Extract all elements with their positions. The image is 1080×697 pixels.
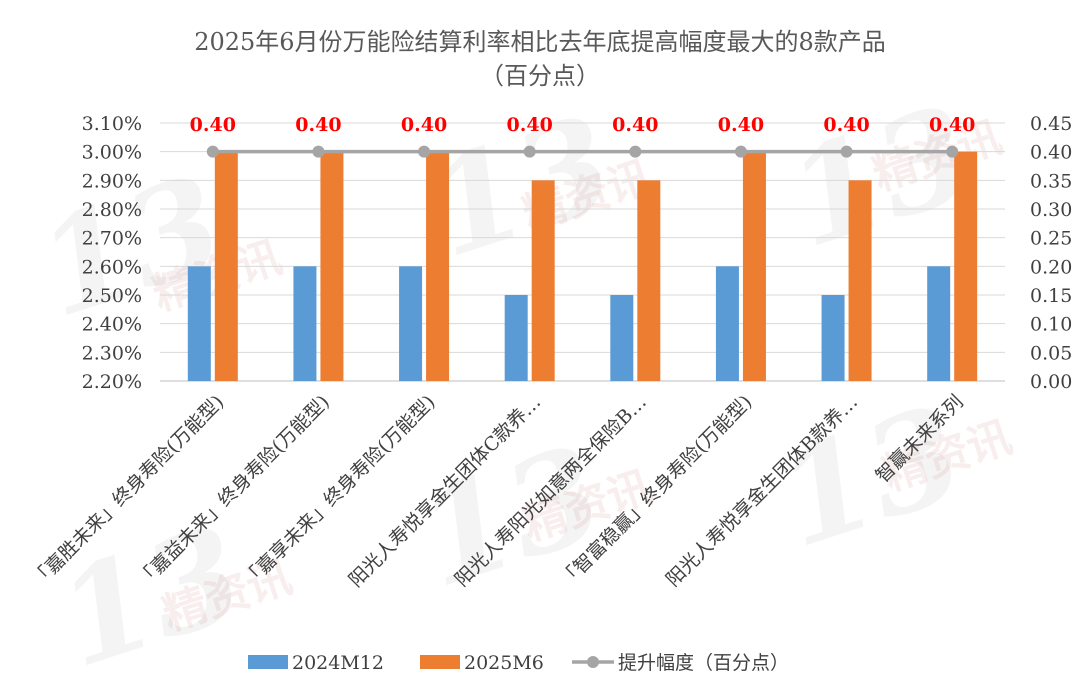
bar-2025m6 <box>848 180 872 381</box>
bar-2025m6 <box>742 151 766 381</box>
category-labels: 「嘉胜未来」终身寿险(万能型)「嘉益未来」终身寿险(万能型)「嘉享未来」终身寿险… <box>28 391 968 592</box>
left-tick-label: 2.30% <box>82 342 142 364</box>
right-tick-label: 0.25 <box>1030 228 1072 250</box>
bar-2024m12 <box>715 266 739 381</box>
increase-line-marker <box>629 145 642 158</box>
increase-line-marker <box>312 145 325 158</box>
right-tick-label: 0.40 <box>1030 142 1072 164</box>
data-labels: 0.40 0.40 0.40 0.40 0.40 0.40 0.40 0.40 <box>190 114 976 136</box>
right-tick-label: 0.45 <box>1030 113 1072 135</box>
bar-2025m6 <box>954 151 978 381</box>
right-tick-label: 0.20 <box>1030 256 1072 278</box>
right-axis: 0.00 0.05 0.10 0.15 0.20 0.25 0.30 0.35 0.40 0.45 <box>1030 113 1072 393</box>
increase-line-marker <box>206 145 219 158</box>
bar-2025m6 <box>426 151 450 381</box>
legend-label: 2024M12 <box>292 652 384 674</box>
left-axis: 2.20% 2.30% 2.40% 2.50% 2.60% 2.70% 2.80% 2.90%… <box>82 113 142 393</box>
category-label: 智赢未来系列 <box>872 391 968 487</box>
right-tick-label: 0.35 <box>1030 170 1072 192</box>
category-label: 「嘉胜未来」终身寿险(万能型) <box>28 391 229 592</box>
legend-swatch-2024m12 <box>248 655 288 669</box>
increase-line <box>206 145 959 158</box>
bar-2024m12 <box>927 266 951 381</box>
data-label: 0.40 <box>612 114 658 136</box>
bar-2024m12 <box>187 266 211 381</box>
category-label: 阳光人寿阳光如意两全保险B… <box>451 391 651 591</box>
right-tick-label: 0.15 <box>1030 285 1072 307</box>
left-tick-label: 2.70% <box>82 228 142 250</box>
left-tick-label: 2.90% <box>82 170 142 192</box>
left-tick-label: 2.40% <box>82 314 142 336</box>
bar-2024m12 <box>293 266 317 381</box>
right-tick-label: 0.30 <box>1030 199 1072 221</box>
left-tick-label: 2.50% <box>82 285 142 307</box>
data-label: 0.40 <box>401 114 447 136</box>
category-label: 阳光人寿悦享金生团体C款养… <box>345 391 545 591</box>
increase-line-marker <box>734 145 747 158</box>
left-tick-label: 2.60% <box>82 256 142 278</box>
bar-2025m6 <box>214 151 238 381</box>
left-tick-label: 3.00% <box>82 142 142 164</box>
data-label: 0.40 <box>718 114 764 136</box>
legend: 2024M12 2025M6 提升幅度（百分点） <box>248 652 789 674</box>
bar-2024m12 <box>504 295 528 381</box>
left-tick-label: 3.10% <box>82 113 142 135</box>
data-label: 0.40 <box>295 114 341 136</box>
increase-line-marker <box>523 145 536 158</box>
increase-line-marker <box>946 145 959 158</box>
legend-swatch-2025m6 <box>420 655 460 669</box>
gridlines <box>160 122 1005 382</box>
right-tick-label: 0.00 <box>1030 371 1072 393</box>
bar-2024m12 <box>821 295 845 381</box>
data-label: 0.40 <box>190 114 236 136</box>
data-label: 0.40 <box>929 114 975 136</box>
category-label: 「嘉益未来」终身寿险(万能型) <box>133 391 334 592</box>
bar-2025m6 <box>320 151 344 381</box>
increase-line-marker <box>418 145 431 158</box>
left-tick-label: 2.80% <box>82 199 142 221</box>
bar-2024m12 <box>610 295 634 381</box>
bars <box>187 151 978 381</box>
legend-label: 提升幅度（百分点） <box>618 652 789 674</box>
category-label: 「嘉享未来」终身寿险(万能型) <box>239 391 440 592</box>
chart-title: 2025年6月份万能险结算利率相比去年底提高幅度最大的8款产品 <box>194 28 886 56</box>
data-label: 0.40 <box>507 114 553 136</box>
data-label: 0.40 <box>823 114 869 136</box>
category-label: 「智富稳赢」终身寿险(万能型) <box>556 391 757 592</box>
left-tick-label: 2.20% <box>82 371 142 393</box>
legend-label: 2025M6 <box>464 652 544 674</box>
legend-swatch-marker <box>587 656 599 668</box>
bar-2025m6 <box>637 180 661 381</box>
category-label: 阳光人寿悦享金生团体B款养… <box>662 391 862 591</box>
increase-line-marker <box>840 145 853 158</box>
right-tick-label: 0.05 <box>1030 342 1072 364</box>
bar-2024m12 <box>399 266 423 381</box>
bar-2025m6 <box>531 180 555 381</box>
chart-subtitle: （百分点） <box>480 62 600 90</box>
right-tick-label: 0.10 <box>1030 314 1072 336</box>
